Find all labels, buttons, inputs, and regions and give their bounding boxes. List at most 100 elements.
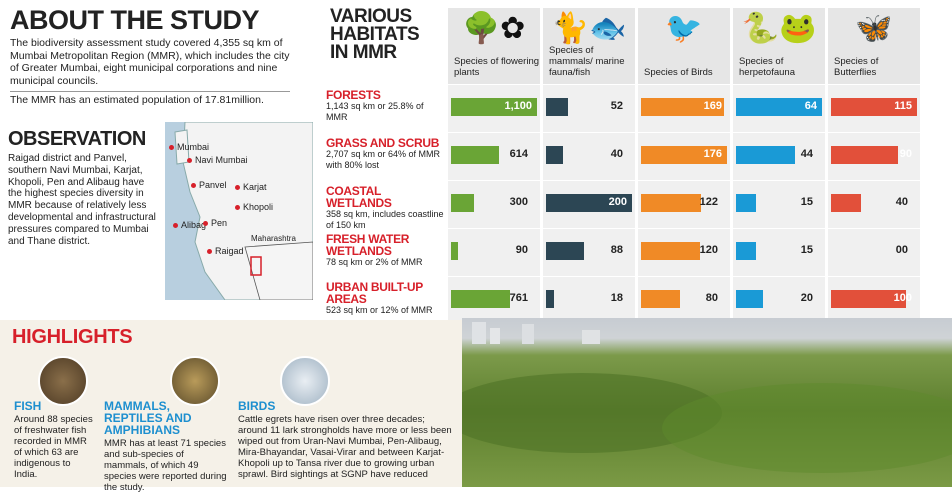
value-bar [451,146,499,164]
table-cell: 90 [448,229,540,276]
habitat-name: FRESH WATER WETLANDS [326,232,410,258]
observation-text: Raigad district and Panvel, southern Nav… [8,153,156,247]
snake-frog-icon: 🐍🐸 [741,12,817,45]
value-label: 115 [894,100,912,112]
habitat-header: VARIOUS HABITATS IN MMR 🌳✿ Species of fl… [318,0,952,84]
table-cell: 100 [828,277,920,324]
value-label: 90 [899,148,912,160]
value-bar [641,242,700,260]
value-label: 15 [800,196,813,208]
about-text: The biodiversity assessment study covere… [10,37,290,87]
table-cell: 120 [638,229,730,276]
table-cell: 80 [638,277,730,324]
value-label: 90 [515,244,528,256]
value-bar [546,242,584,260]
value-bar [546,98,568,116]
about-title: ABOUT THE STUDY [10,5,260,35]
photo-skyline [462,322,952,473]
habitat-name: FORESTS [326,88,381,102]
habitat-name: URBAN BUILT-UP AREAS [326,280,423,306]
table-cell: 90 [828,133,920,180]
value-label: 176 [703,148,722,160]
map-land-shape [174,122,313,300]
column-label: Species of Birds [644,67,713,78]
habitat-row: GRASS AND SCRUB 2,707 sq km or 64% of MMR… [318,132,952,180]
population-text: The MMR has an estimated population of 1… [10,91,290,107]
value-bar [641,290,680,308]
table-cell: 200 [543,181,635,228]
value-label: 120 [699,244,718,256]
table-cell: 122 [638,181,730,228]
table-cell: 300 [448,181,540,228]
value-bar [546,290,554,308]
table-cell: 15 [733,229,825,276]
habitat-area: 1,143 sq km or 25.8% of MMR [326,101,424,122]
habitat-name: COASTAL WETLANDS [326,184,392,210]
place-label: Navi Mumbai [195,155,248,165]
value-label: 64 [804,100,817,112]
habitat-area: 523 sq km or 12% of MMR [326,305,433,315]
inset-label: Maharashtra [251,234,296,243]
value-label: 300 [509,196,528,208]
value-bar [736,194,756,212]
table-cell: 761 [448,277,540,324]
mmr-map: Mumbai Navi Mumbai Panvel Karjat Khopoli… [165,122,313,300]
value-label: 44 [800,148,813,160]
value-bar [831,98,917,116]
column-header-herpetofauna: 🐍🐸 Species of herpetofauna [733,8,825,84]
table-cell: 169 [638,85,730,132]
table-cell: 176 [638,133,730,180]
value-label: 18 [610,292,623,304]
column-header-mammals: 🐈🐟 Species of mammals/ marine fauna/fish [543,8,635,84]
mammals-title: MAMMALS, REPTILES AND AMPHIBIANS [104,399,192,437]
landscape-photo [462,318,952,487]
mammals-text: MMR has at least 71 species and sub-spec… [104,438,227,493]
habitat-row: COASTAL WETLANDS 358 sq km, includes coas… [318,180,952,230]
fish-text: Around 88 species of freshwater fish rec… [14,414,93,480]
highlights-title: HIGHLIGHTS [12,326,133,348]
birds-title: BIRDS [238,399,276,413]
egret-photo [280,356,330,406]
value-bar [546,194,632,212]
table-cell: 20 [733,277,825,324]
column-label: Species of herpetofauna [739,56,795,78]
value-label: 20 [800,292,813,304]
value-label: 40 [610,148,623,160]
value-label: 15 [800,244,813,256]
place-label: Panvel [199,180,227,190]
table-cell: 40 [543,133,635,180]
table-cell: 52 [543,85,635,132]
value-bar [641,194,701,212]
value-label: 00 [895,244,908,256]
column-header-plants: 🌳✿ Species of flowering plants [448,8,540,84]
place-label: Raigad [215,246,244,256]
value-label: 100 [893,292,912,304]
table-cell: 00 [828,229,920,276]
value-label: 122 [699,196,718,208]
butterfly-icon: 🦋 [855,12,893,45]
place-label: Karjat [243,182,267,192]
fish-title: FISH [14,399,42,413]
table-cell: 18 [543,277,635,324]
value-bar [451,98,537,116]
value-bar [546,146,563,164]
table-cell: 1,100 [448,85,540,132]
chart-title: VARIOUS HABITATS IN MMR [330,6,420,63]
habitat-row: FRESH WATER WETLANDS 78 sq km or 2% of MM… [318,228,952,276]
observation-title: OBSERVATION [8,128,146,150]
value-bar [451,290,510,308]
value-bar [736,290,763,308]
habitat-row: FORESTS 1,143 sq km or 25.8% of MMR 1,100 5… [318,84,952,132]
value-label: 1,100 [504,100,532,112]
value-label: 52 [610,100,623,112]
table-cell: 40 [828,181,920,228]
habitat-area: 358 sq km, includes coastline of 150 km [326,209,444,230]
habitat-area: 78 sq km or 2% of MMR [326,257,423,267]
table-cell: 15 [733,181,825,228]
value-bar [641,98,724,116]
about-section: ABOUT THE STUDY The biodiversity assessm… [0,0,300,118]
column-label: Species of Butterflies [834,56,879,78]
place-label: Alibag [181,220,207,230]
fish-photo [38,356,88,406]
habitat-name: GRASS AND SCRUB [326,136,440,150]
